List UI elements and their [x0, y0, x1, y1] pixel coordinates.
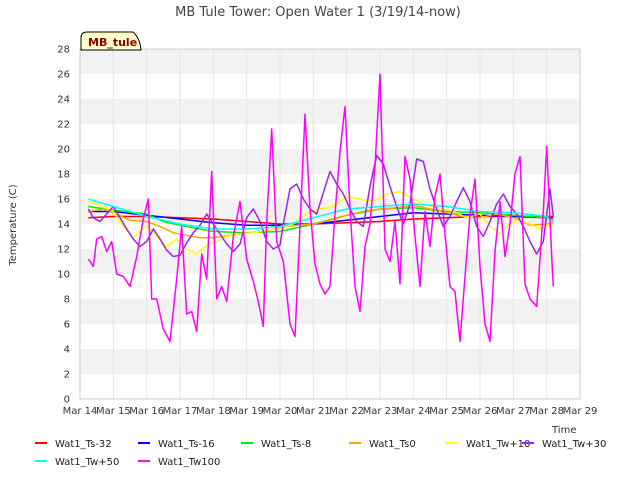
series-line-Wat1_Tw100	[87, 73, 555, 343]
y-tick-label: 22	[57, 120, 70, 131]
series-line-Wat1_Ts-16	[88, 210, 554, 227]
y-tick-label: 18	[57, 170, 70, 181]
x-tick-label: Mar 26	[463, 406, 498, 417]
grid-band	[80, 49, 580, 74]
x-tick-label: Mar 28	[529, 406, 564, 417]
series-line-Wat1_Tw+50	[88, 198, 554, 230]
x-tick-label: Mar 27	[496, 406, 531, 417]
legend-item: Wat1_Ts-32	[35, 439, 112, 450]
x-tick-label: Mar 16	[129, 406, 164, 417]
station-badge-shape	[80, 31, 142, 51]
grid-band	[80, 349, 580, 374]
legend-item: Wat1_Tw+50	[35, 457, 119, 468]
x-tick-label: Mar 29	[563, 406, 598, 417]
grid-band	[80, 149, 580, 174]
x-tick-label: Mar 18	[196, 406, 231, 417]
x-tick-label: Mar 23	[363, 406, 398, 417]
x-tick-label: Mar 25	[429, 406, 464, 417]
y-tick-label: 0	[64, 395, 70, 406]
legend-label: Wat1_Ts-32	[55, 439, 112, 450]
chart-title: MB Tule Tower: Open Water 1 (3/19/14-now…	[175, 5, 461, 20]
y-tick-label: 16	[57, 195, 70, 206]
legend-label: Wat1_Tw+50	[55, 457, 119, 468]
legend-label: Wat1_Ts-16	[158, 439, 215, 450]
y-tick-label: 10	[57, 270, 70, 281]
y-tick-label: 4	[64, 345, 70, 356]
x-tick-label: Mar 15	[96, 406, 131, 417]
legend-item: Wat1_Ts-16	[138, 439, 215, 450]
x-tick-label: Mar 21	[296, 406, 331, 417]
grid-band	[80, 99, 580, 124]
x-tick-label: Mar 22	[329, 406, 364, 417]
legend-label: Wat1_Tw+30	[542, 439, 606, 450]
y-tick-label: 12	[57, 245, 70, 256]
y-tick-label: 28	[57, 45, 70, 56]
y-axis-label: Temperature (C)	[8, 184, 19, 266]
series-line-Wat1_Ts0	[88, 204, 554, 239]
y-tick-label: 26	[57, 70, 70, 81]
grid-band	[80, 299, 580, 324]
legend-label: Wat1_Tw100	[158, 457, 220, 468]
series-layer	[87, 73, 555, 343]
legend-label: Wat1_Tw+10	[466, 439, 530, 450]
legend-item: Wat1_Tw100	[138, 457, 220, 468]
y-tick-label: 6	[64, 320, 70, 331]
legend: Wat1_Ts-32 Wat1_Ts-16 Wat1_Ts-8 Wat1_Ts0 Wat…	[35, 439, 606, 468]
x-tick-label: Mar 20	[263, 406, 298, 417]
y-tick-label: 24	[57, 95, 70, 106]
y-tick-label: 20	[57, 145, 70, 156]
x-axis-label: Time	[551, 425, 576, 436]
station-badge: MB_tule	[80, 31, 142, 51]
legend-item: Wat1_Ts0	[349, 439, 416, 450]
legend-item: Wat1_Ts-8	[241, 439, 311, 450]
y-tick-label: 2	[64, 370, 70, 381]
grid-band	[80, 249, 580, 274]
legend-item: Wat1_Tw+10	[446, 439, 530, 450]
y-tick-label: 14	[57, 220, 70, 231]
x-tick-label: Mar 19	[229, 406, 264, 417]
plot-frame	[79, 48, 581, 400]
x-tick-label: Mar 24	[396, 406, 431, 417]
station-badge-label: MB_tule	[88, 36, 137, 49]
x-tick-label: Mar 14	[63, 406, 98, 417]
legend-label: Wat1_Ts-8	[261, 439, 311, 450]
y-tick-label: 8	[64, 295, 70, 306]
legend-label: Wat1_Ts0	[369, 439, 416, 450]
legend-item: Wat1_Tw+30	[522, 439, 606, 450]
x-tick-label: Mar 17	[163, 406, 198, 417]
